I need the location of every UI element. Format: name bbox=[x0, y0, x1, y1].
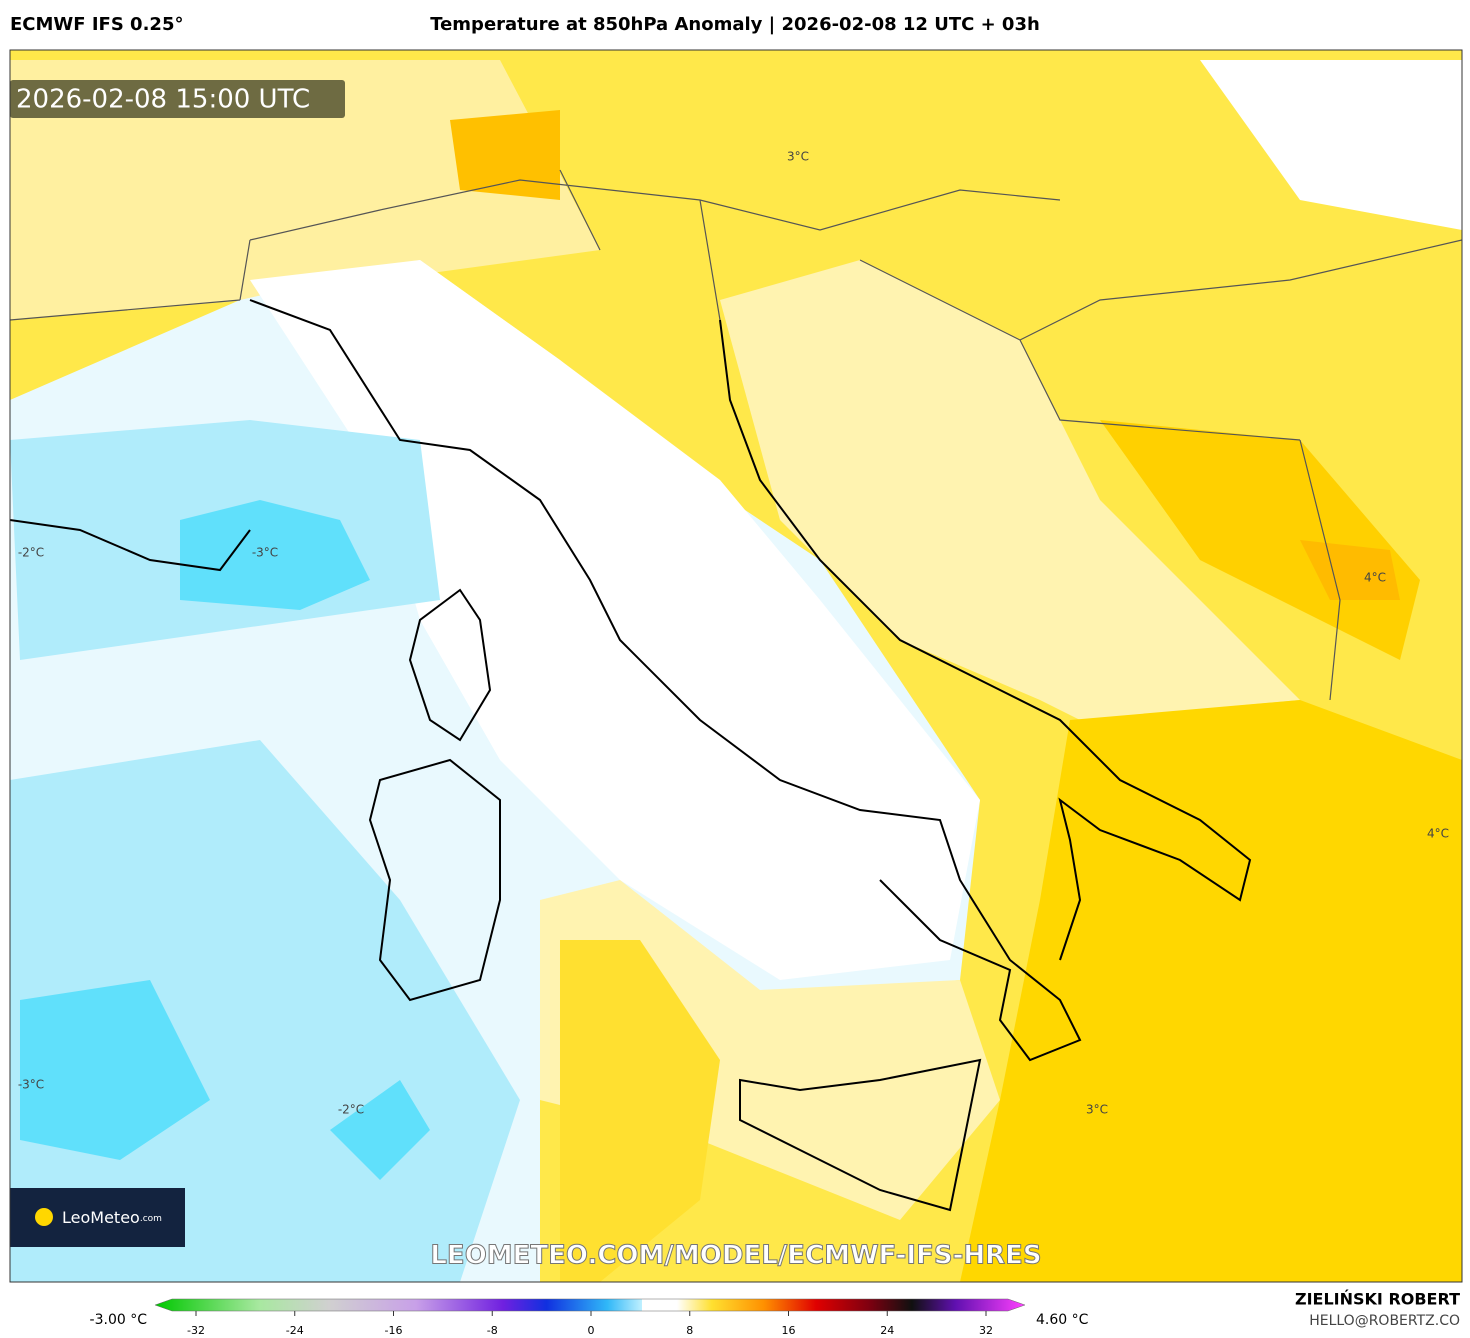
borders bbox=[10, 169, 1462, 701]
colorbar-tick-label: -16 bbox=[385, 1324, 403, 1337]
map-frame bbox=[9, 49, 1463, 1283]
coastline bbox=[249, 299, 1082, 1062]
colorbar-tick-label: 16 bbox=[782, 1324, 796, 1337]
watermark: LEOMETEO.COM/MODEL/ECMWF-IFS-HRES bbox=[430, 1241, 1041, 1271]
logo-sun bbox=[35, 1208, 53, 1226]
map-area: 3°C -2°C -3°C 4°C 4°C -3°C -2°C 3°C 2026… bbox=[10, 50, 1462, 1282]
logo-text: LeoMeteo.com bbox=[62, 1208, 162, 1227]
coastline bbox=[719, 319, 1252, 961]
corsica bbox=[408, 588, 492, 742]
timestamp-box bbox=[10, 80, 345, 118]
contour-label: -3°C bbox=[18, 1078, 44, 1092]
map-title: Temperature at 850hPa Anomaly | 2026-02-… bbox=[430, 14, 1040, 35]
field-cyan bbox=[20, 980, 210, 1160]
contour-label: 4°C bbox=[1364, 571, 1386, 585]
colorbar-max: 4.60 °C bbox=[1036, 1312, 1089, 1328]
field-white bbox=[1200, 60, 1462, 230]
contour-label: -3°C bbox=[252, 546, 278, 560]
field-white bbox=[250, 260, 980, 980]
colorbar-tick-label: 0 bbox=[588, 1324, 595, 1337]
field-orange bbox=[1300, 540, 1400, 600]
colorbar-tick-label: 24 bbox=[880, 1324, 894, 1337]
field-orange bbox=[450, 110, 560, 200]
model-name: ECMWF IFS 0.25° bbox=[10, 14, 183, 35]
colorbar-tick-label: -32 bbox=[187, 1324, 205, 1337]
logo-name: LeoMeteo bbox=[62, 1208, 140, 1227]
colorbar-tick-label: 8 bbox=[686, 1324, 693, 1337]
contour-label: -2°C bbox=[338, 1103, 364, 1117]
colorbar-ticks: -32 -24 -16 -8 0 8 16 24 32 bbox=[187, 1311, 993, 1337]
coastline bbox=[10, 519, 251, 572]
contour-label: 3°C bbox=[1086, 1103, 1108, 1117]
field-cyan bbox=[330, 1080, 430, 1180]
field-yellow bbox=[560, 940, 720, 1282]
colorbar bbox=[154, 1298, 1026, 1312]
timestamp: 2026-02-08 15:00 UTC bbox=[16, 85, 310, 115]
sardinia bbox=[368, 758, 501, 1002]
contour-label: 4°C bbox=[1427, 827, 1449, 841]
contour-label: -2°C bbox=[18, 546, 44, 560]
field-cyan bbox=[180, 500, 370, 610]
email: HELLO@ROBERTZ.CO bbox=[1309, 1313, 1460, 1329]
contour-label: 3°C bbox=[787, 150, 809, 164]
author: ZIELIŃSKI ROBERT bbox=[1295, 1290, 1460, 1309]
colorbar-min: -3.00 °C bbox=[90, 1312, 148, 1328]
logo-suffix: .com bbox=[140, 1214, 162, 1224]
colorbar-tick-label: -24 bbox=[286, 1324, 304, 1337]
field-yellow bbox=[960, 700, 1462, 1282]
colorbar-tick-label: 32 bbox=[979, 1324, 993, 1337]
colorbar-tick-label: -8 bbox=[487, 1324, 498, 1337]
sicily bbox=[739, 1058, 982, 1212]
